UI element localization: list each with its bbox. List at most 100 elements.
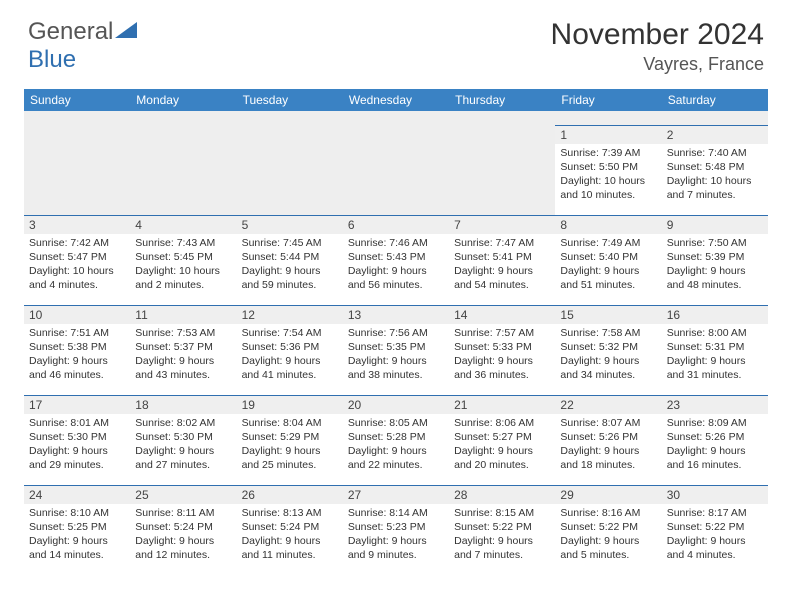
- calendar-cell: 1Sunrise: 7:39 AMSunset: 5:50 PMDaylight…: [555, 125, 661, 215]
- day-number: 17: [24, 396, 130, 414]
- day-number: 6: [343, 216, 449, 234]
- day-info: Sunrise: 7:43 AMSunset: 5:45 PMDaylight:…: [135, 236, 231, 293]
- day-number: 2: [662, 126, 768, 144]
- day-number: 12: [237, 306, 343, 324]
- day-number: 9: [662, 216, 768, 234]
- day-info: Sunrise: 7:49 AMSunset: 5:40 PMDaylight:…: [560, 236, 656, 293]
- calendar-cell: 6Sunrise: 7:46 AMSunset: 5:43 PMDaylight…: [343, 215, 449, 305]
- logo-text-blue-wrap: Blue: [28, 46, 76, 74]
- day-info: Sunrise: 7:51 AMSunset: 5:38 PMDaylight:…: [29, 326, 125, 383]
- day-number: 19: [237, 396, 343, 414]
- day-number: 3: [24, 216, 130, 234]
- calendar-cell: 29 Sunrise: 8:16 AMSunset: 5:22 PMDayligh…: [555, 485, 661, 575]
- calendar-cell: 13 Sunrise: 7:56 AMSunset: 5:35 PMDayligh…: [343, 305, 449, 395]
- calendar-cell: [24, 125, 130, 215]
- calendar-cell: 19 Sunrise: 8:04 AMSunset: 5:29 PMDayligh…: [237, 395, 343, 485]
- calendar-cell: 23 Sunrise: 8:09 AMSunset: 5:26 PMDayligh…: [662, 395, 768, 485]
- calendar-cell: 27 Sunrise: 8:14 AMSunset: 5:23 PMDayligh…: [343, 485, 449, 575]
- calendar-week-row: 24 Sunrise: 8:10 AMSunset: 5:25 PMDayligh…: [24, 485, 768, 575]
- day-number: 25: [130, 486, 236, 504]
- calendar-cell: 24 Sunrise: 8:10 AMSunset: 5:25 PMDayligh…: [24, 485, 130, 575]
- day-number: 27: [343, 486, 449, 504]
- title-block: November 2024 Vayres, France: [551, 18, 764, 75]
- day-info: Sunrise: 8:14 AMSunset: 5:23 PMDaylight:…: [348, 506, 444, 563]
- day-number: 24: [24, 486, 130, 504]
- calendar-cell: 18 Sunrise: 8:02 AMSunset: 5:30 PMDayligh…: [130, 395, 236, 485]
- day-number: 10: [24, 306, 130, 324]
- day-info: Sunrise: 8:17 AMSunset: 5:22 PMDaylight:…: [667, 506, 763, 563]
- day-number: 16: [662, 306, 768, 324]
- day-info: Sunrise: 7:45 AMSunset: 5:44 PMDaylight:…: [242, 236, 338, 293]
- logo-text-general: General: [28, 18, 113, 46]
- calendar-cell: 9 Sunrise: 7:50 AMSunset: 5:39 PMDaylight…: [662, 215, 768, 305]
- calendar-cell: 10 Sunrise: 7:51 AMSunset: 5:38 PMDayligh…: [24, 305, 130, 395]
- day-number: 28: [449, 486, 555, 504]
- day-info: Sunrise: 7:50 AMSunset: 5:39 PMDaylight:…: [667, 236, 763, 293]
- calendar-cell: [449, 125, 555, 215]
- day-info: Sunrise: 7:58 AMSunset: 5:32 PMDaylight:…: [560, 326, 656, 383]
- day-header: Saturday: [662, 89, 768, 111]
- calendar-cell: 14Sunrise: 7:57 AMSunset: 5:33 PMDayligh…: [449, 305, 555, 395]
- day-number: 4: [130, 216, 236, 234]
- calendar-week-row: 10 Sunrise: 7:51 AMSunset: 5:38 PMDayligh…: [24, 305, 768, 395]
- month-title: November 2024: [551, 18, 764, 52]
- calendar-cell: [343, 125, 449, 215]
- day-info: Sunrise: 7:42 AMSunset: 5:47 PMDaylight:…: [29, 236, 125, 293]
- day-header: Tuesday: [237, 89, 343, 111]
- day-header: Sunday: [24, 89, 130, 111]
- header: General November 2024 Vayres, France: [0, 0, 792, 83]
- calendar-week-row: 17 Sunrise: 8:01 AMSunset: 5:30 PMDayligh…: [24, 395, 768, 485]
- day-header: Friday: [555, 89, 661, 111]
- day-header: Thursday: [449, 89, 555, 111]
- day-info: Sunrise: 8:04 AMSunset: 5:29 PMDaylight:…: [242, 416, 338, 473]
- calendar-cell: 8Sunrise: 7:49 AMSunset: 5:40 PMDaylight…: [555, 215, 661, 305]
- day-info: Sunrise: 7:56 AMSunset: 5:35 PMDaylight:…: [348, 326, 444, 383]
- day-info: Sunrise: 8:00 AMSunset: 5:31 PMDaylight:…: [667, 326, 763, 383]
- day-number: 13: [343, 306, 449, 324]
- calendar-cell: 11Sunrise: 7:53 AMSunset: 5:37 PMDayligh…: [130, 305, 236, 395]
- calendar-week-row: 1Sunrise: 7:39 AMSunset: 5:50 PMDaylight…: [24, 125, 768, 215]
- location: Vayres, France: [551, 54, 764, 75]
- calendar-cell: 17 Sunrise: 8:01 AMSunset: 5:30 PMDayligh…: [24, 395, 130, 485]
- calendar-table: SundayMondayTuesdayWednesdayThursdayFrid…: [24, 89, 768, 575]
- day-header: Wednesday: [343, 89, 449, 111]
- day-header: Monday: [130, 89, 236, 111]
- calendar-cell: 4 Sunrise: 7:43 AMSunset: 5:45 PMDaylight…: [130, 215, 236, 305]
- logo-triangle-icon: [115, 20, 137, 45]
- day-info: Sunrise: 7:53 AMSunset: 5:37 PMDaylight:…: [135, 326, 231, 383]
- day-number: 21: [449, 396, 555, 414]
- calendar-cell: 15Sunrise: 7:58 AMSunset: 5:32 PMDayligh…: [555, 305, 661, 395]
- day-info: Sunrise: 8:10 AMSunset: 5:25 PMDaylight:…: [29, 506, 125, 563]
- calendar-cell: 16 Sunrise: 8:00 AMSunset: 5:31 PMDayligh…: [662, 305, 768, 395]
- day-number: 22: [555, 396, 661, 414]
- calendar-cell: 20Sunrise: 8:05 AMSunset: 5:28 PMDayligh…: [343, 395, 449, 485]
- day-number: 18: [130, 396, 236, 414]
- calendar-cell: 2Sunrise: 7:40 AMSunset: 5:48 PMDaylight…: [662, 125, 768, 215]
- calendar-cell: 30Sunrise: 8:17 AMSunset: 5:22 PMDayligh…: [662, 485, 768, 575]
- calendar-cell: [237, 125, 343, 215]
- calendar-cell: 26Sunrise: 8:13 AMSunset: 5:24 PMDayligh…: [237, 485, 343, 575]
- day-info: Sunrise: 8:16 AMSunset: 5:22 PMDaylight:…: [560, 506, 656, 563]
- day-header-row: SundayMondayTuesdayWednesdayThursdayFrid…: [24, 89, 768, 111]
- calendar-cell: 25 Sunrise: 8:11 AMSunset: 5:24 PMDayligh…: [130, 485, 236, 575]
- day-info: Sunrise: 8:09 AMSunset: 5:26 PMDaylight:…: [667, 416, 763, 473]
- calendar-body: 1Sunrise: 7:39 AMSunset: 5:50 PMDaylight…: [24, 111, 768, 575]
- calendar-cell: 7 Sunrise: 7:47 AMSunset: 5:41 PMDaylight…: [449, 215, 555, 305]
- day-number: 5: [237, 216, 343, 234]
- calendar-cell: [130, 125, 236, 215]
- day-number: 14: [449, 306, 555, 324]
- day-info: Sunrise: 8:13 AMSunset: 5:24 PMDaylight:…: [242, 506, 338, 563]
- day-number: 29: [555, 486, 661, 504]
- day-info: Sunrise: 8:02 AMSunset: 5:30 PMDaylight:…: [135, 416, 231, 473]
- day-number: 7: [449, 216, 555, 234]
- day-number: 23: [662, 396, 768, 414]
- calendar-cell: 5 Sunrise: 7:45 AMSunset: 5:44 PMDaylight…: [237, 215, 343, 305]
- day-info: Sunrise: 8:15 AMSunset: 5:22 PMDaylight:…: [454, 506, 550, 563]
- day-number: 20: [343, 396, 449, 414]
- spacer-row: [24, 111, 768, 125]
- day-info: Sunrise: 8:01 AMSunset: 5:30 PMDaylight:…: [29, 416, 125, 473]
- day-number: 1: [555, 126, 661, 144]
- day-info: Sunrise: 7:47 AMSunset: 5:41 PMDaylight:…: [454, 236, 550, 293]
- logo-text-blue: Blue: [28, 46, 76, 73]
- day-info: Sunrise: 8:11 AMSunset: 5:24 PMDaylight:…: [135, 506, 231, 563]
